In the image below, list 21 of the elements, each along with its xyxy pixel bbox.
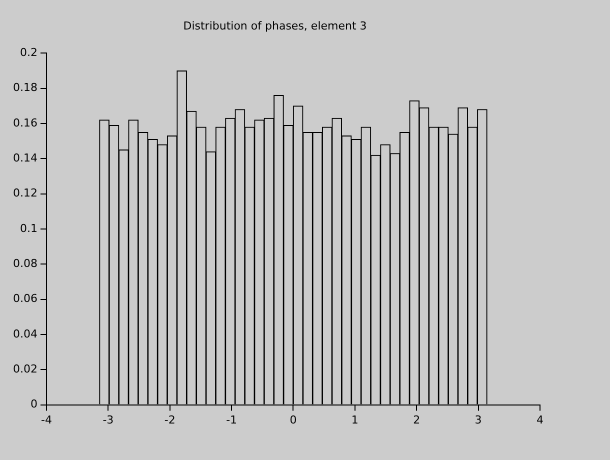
x-tick-label: 2 (413, 413, 420, 426)
y-tick-label: 0 (30, 398, 38, 411)
x-tick-label: 3 (474, 413, 482, 426)
x-tick-label: -2 (164, 413, 176, 426)
x-tick-label: 4 (536, 413, 544, 426)
y-tick-label: 0.08 (12, 257, 38, 270)
y-tick-label: 0.14 (12, 152, 38, 165)
x-tick-label: -3 (102, 413, 114, 426)
x-tick-label: 1 (351, 413, 358, 426)
x-tick-label: 0 (290, 413, 297, 426)
y-tick-label: 0.16 (12, 116, 38, 130)
y-tick-label: 0.06 (12, 292, 38, 306)
x-tick-label: -4 (41, 413, 52, 426)
y-tick-label: 0.18 (12, 81, 38, 94)
y-tick-label: 0.12 (12, 186, 38, 200)
chart-title: Distribution of phases, element 3 (183, 19, 367, 32)
y-tick-label: 0.1 (20, 222, 38, 235)
y-tick-label: 0.04 (12, 327, 38, 340)
y-tick-label: 0.2 (20, 46, 38, 60)
y-tick-label: 0.02 (12, 362, 38, 376)
x-tick-label: -1 (226, 413, 238, 426)
